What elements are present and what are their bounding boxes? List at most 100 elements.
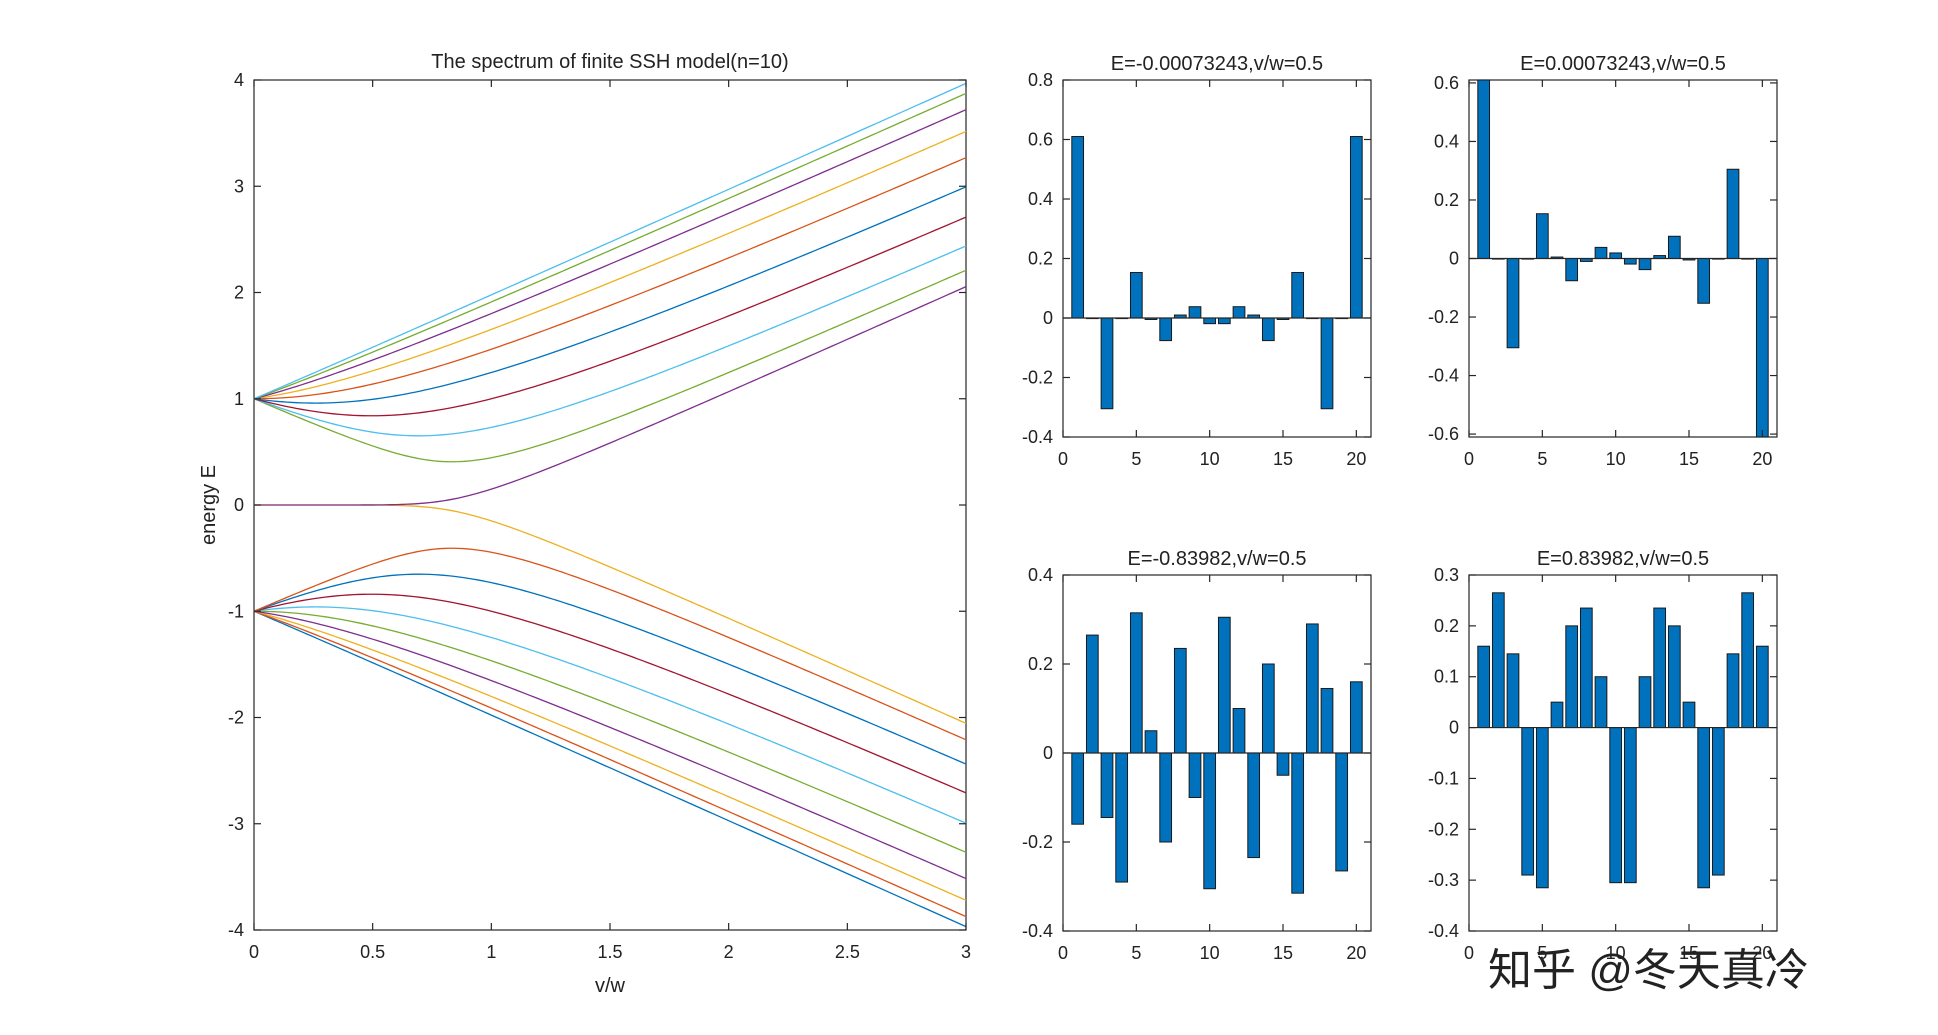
- wavefunction-2-bar-site-11: [1623, 258, 1637, 265]
- wavefunction-4-y-tick-label: -0.3: [1428, 870, 1459, 890]
- spectrum-y-tick-label: -3: [228, 814, 244, 834]
- wavefunction-3-y-tick-label: -0.4: [1022, 921, 1053, 941]
- wavefunction-chart-2: 0 5 10 15 20 0.6 0.4 0.2 0 -0.2 -0.4 -0.6 E=0.00073…: [1428, 53, 1778, 469]
- energy-level-line-14: [253, 216, 967, 417]
- wavefunction-1-y-tick-label: 0.2: [1028, 249, 1053, 269]
- spectrum-x-tick-label: 0.5: [360, 942, 385, 962]
- spectrum-title: The spectrum of finite SSH model(n=10): [431, 51, 788, 73]
- spectrum-y-tick-label: -4: [228, 920, 244, 940]
- wavefunction-1-bar-site-1: [1071, 136, 1085, 319]
- wavefunction-4-bar-site-16: [1697, 727, 1711, 889]
- energy-level-line-19: [253, 92, 967, 400]
- wavefunction-3-bar-site-2: [1085, 634, 1099, 754]
- wavefunction-3-bar-site-4: [1115, 752, 1129, 883]
- wavefunction-4-bar-site-20: [1755, 645, 1769, 729]
- wavefunction-1-y-tick-label: 0.6: [1028, 130, 1053, 150]
- wavefunction-3-bar-site-12: [1232, 708, 1246, 754]
- wavefunction-2-bar-site-10: [1609, 252, 1623, 260]
- spectrum-y-tick-label: 0: [234, 495, 244, 515]
- wavefunction-1-bar-site-10: [1203, 317, 1217, 325]
- wavefunction-1-y-tick-label: 0.4: [1028, 189, 1053, 209]
- wavefunction-4-bar-site-14: [1667, 625, 1681, 729]
- spectrum-x-tick-label: 2: [724, 942, 734, 962]
- wavefunction-4-x-tick-label: 15: [1679, 943, 1699, 963]
- wavefunction-1-bar-site-3: [1100, 317, 1114, 410]
- wavefunction-3-bar-site-6: [1144, 730, 1158, 754]
- energy-level-line-5: [253, 610, 967, 853]
- wavefunction-2-bar-site-9: [1594, 246, 1608, 260]
- wavefunction-2-y-tick-label: 0: [1449, 249, 1459, 269]
- wavefunction-2-bar-site-7: [1565, 258, 1579, 282]
- wavefunction-4-y-tick-label: -0.2: [1428, 819, 1459, 839]
- wavefunction-1-x-tick-label: 0: [1058, 449, 1068, 469]
- wavefunction-4-bar-site-5: [1535, 727, 1549, 889]
- wavefunction-4-bar-site-7: [1565, 625, 1579, 729]
- spectrum-x-tick-label: 3: [961, 942, 971, 962]
- wavefunction-3-bar-site-11: [1217, 616, 1231, 754]
- wavefunction-3-x-tick-label: 10: [1200, 943, 1220, 963]
- wavefunction-4-bar-site-3: [1506, 653, 1520, 729]
- wavefunction-3-y-tick-label: 0.4: [1028, 565, 1053, 585]
- wavefunction-4-x-tick-label: 20: [1752, 943, 1772, 963]
- spectrum-y-tick-label: 3: [234, 176, 244, 196]
- wavefunction-3-bar-site-19: [1335, 752, 1349, 872]
- wavefunction-chart-3: 0 5 10 15 20 0.4 0.2 0 -0.2 -0.4 E=-0.83982,v/w=0…: [1022, 548, 1372, 963]
- watermark: 知乎 @冬天真冷: [1488, 946, 1809, 995]
- wavefunction-2-x-tick-label: 10: [1606, 449, 1626, 469]
- wavefunction-3-y-tick-label: -0.2: [1022, 832, 1053, 852]
- wavefunction-1-bar-site-11: [1217, 317, 1231, 325]
- wavefunction-4-bar-site-18: [1726, 653, 1740, 729]
- wavefunction-2-y-tick-label: 0.6: [1434, 73, 1459, 93]
- energy-level-line-18: [253, 109, 967, 400]
- wavefunction-4-bar-site-11: [1623, 727, 1637, 884]
- wavefunction-4-bars: [1469, 592, 1777, 889]
- wavefunction-1-bar-site-18: [1320, 317, 1334, 410]
- wavefunction-3-bar-site-17: [1305, 623, 1319, 754]
- spectrum-y-tick-label: -1: [228, 601, 244, 621]
- wavefunction-4-bar-site-4: [1521, 727, 1535, 876]
- wavefunction-2-bar-site-16: [1697, 258, 1711, 304]
- wavefunction-4-x-tick-label: 5: [1537, 943, 1547, 963]
- wavefunction-1-y-tick-label: 0: [1043, 308, 1053, 328]
- wavefunction-3-bar-site-15: [1276, 752, 1290, 776]
- spectrum-x-axis-label: v/w: [595, 975, 626, 997]
- wavefunction-3-bar-site-5: [1129, 612, 1143, 754]
- wavefunction-1-x-tick-label: 5: [1131, 449, 1141, 469]
- wavefunction-3-bar-site-13: [1247, 752, 1261, 859]
- wavefunction-2-y-tick-label: -0.6: [1428, 424, 1459, 444]
- wavefunction-2-x-tick-label: 0: [1464, 449, 1474, 469]
- wavefunction-1-bar-site-20: [1349, 136, 1363, 319]
- spectrum-chart: 0 0.5 1 1.5 2 2.5 3 4 3 2 1 0 -1 -2 -3 -4 The spectrum …: [198, 51, 971, 997]
- wavefunction-1-bar-site-12: [1232, 306, 1246, 319]
- wavefunction-4-bar-site-6: [1550, 701, 1564, 729]
- wavefunction-3-bar-site-14: [1261, 663, 1275, 754]
- energy-level-line-11: [254, 286, 967, 506]
- wavefunction-4-bar-site-17: [1711, 727, 1725, 876]
- wavefunction-2-bars: [1469, 79, 1777, 438]
- wavefunction-2-ticks: 0 5 10 15 20 0.6 0.4 0.2 0 -0.2 -0.4 -0.6: [1428, 73, 1777, 469]
- wavefunction-3-y-tick-label: 0: [1043, 743, 1053, 763]
- energy-level-line-3: [253, 610, 967, 901]
- energy-level-line-2: [253, 610, 967, 918]
- wavefunction-1-bar-site-16: [1291, 271, 1305, 319]
- wavefunction-chart-1: 0 5 10 15 20 0.8 0.6 0.4 0.2 0 -0.2 -0.4 E=-0.00073…: [1022, 53, 1372, 469]
- spectrum-ticks-layer: 0 0.5 1 1.5 2 2.5 3 4 3 2 1 0 -1 -2 -3 -4: [228, 70, 971, 962]
- wavefunction-2-bar-site-5: [1535, 213, 1549, 259]
- spectrum-y-tick-label: 4: [234, 70, 244, 90]
- wavefunction-1-x-tick-label: 20: [1346, 449, 1366, 469]
- wavefunction-2-x-tick-label: 20: [1752, 449, 1772, 469]
- wavefunction-1-y-tick-label: 0.8: [1028, 70, 1053, 90]
- wavefunction-4-y-tick-label: -0.1: [1428, 768, 1459, 788]
- spectrum-series-layer: [253, 82, 967, 928]
- energy-level-line-13: [253, 245, 967, 437]
- wavefunction-1-bar-site-7: [1159, 317, 1173, 342]
- energy-level-line-20: [253, 82, 967, 400]
- wavefunction-4-ticks: 0 5 10 15 20 0.3 0.2 0.1 0 -0.1 -0.2 -0.3 -0.4: [1428, 565, 1777, 963]
- wavefunction-3-title: E=-0.83982,v/w=0.5: [1127, 548, 1306, 570]
- wavefunction-2-bar-site-20: [1755, 258, 1769, 438]
- wavefunction-4-bar-site-15: [1682, 701, 1696, 729]
- wavefunction-3-y-tick-label: 0.2: [1028, 654, 1053, 674]
- wavefunction-4-y-tick-label: 0: [1449, 718, 1459, 738]
- wavefunction-2-y-tick-label: -0.2: [1428, 307, 1459, 327]
- wavefunction-3-x-tick-label: 15: [1273, 943, 1293, 963]
